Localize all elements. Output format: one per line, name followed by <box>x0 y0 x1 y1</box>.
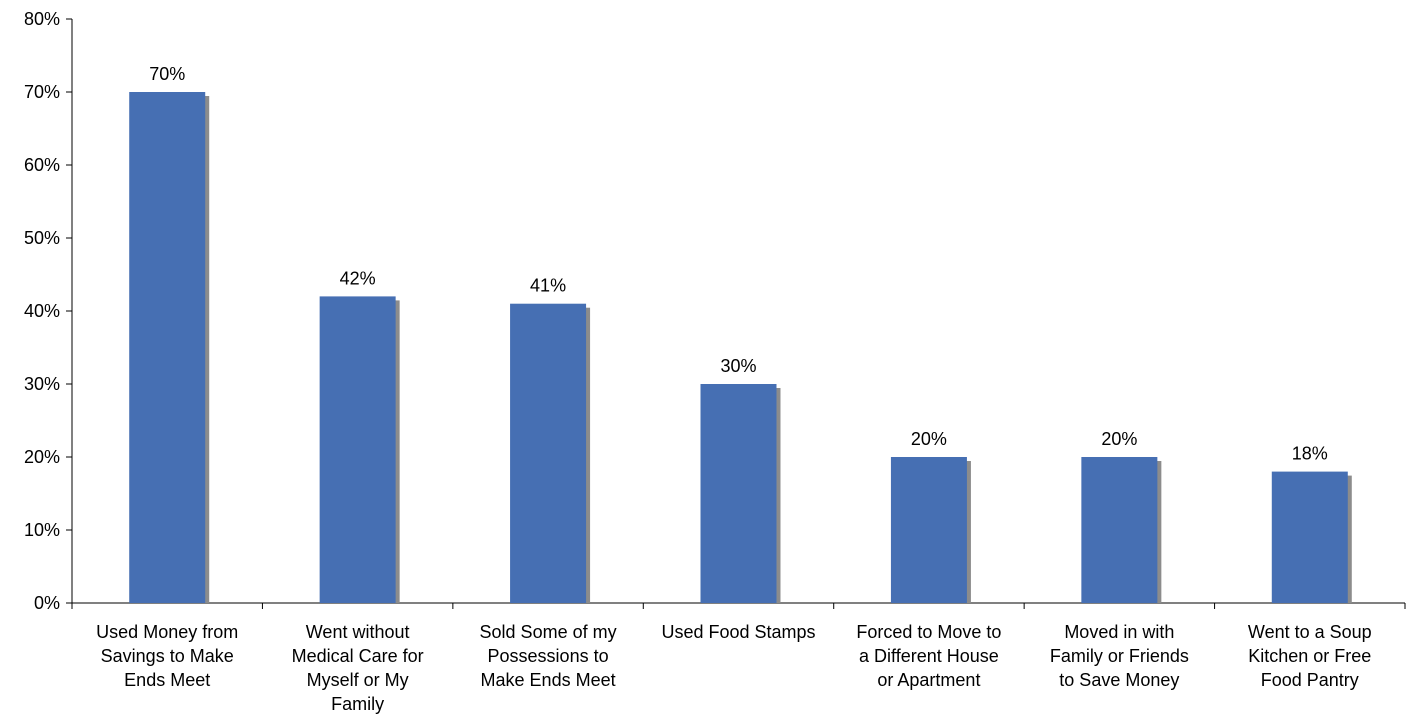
x-category-label: Sold Some of my Possessions to Make Ends… <box>479 622 617 690</box>
x-category-label: Went without Medical Care for Myself or … <box>291 622 424 714</box>
data-label: 70% <box>149 64 185 84</box>
y-tick-label: 30% <box>24 374 60 394</box>
y-tick-label: 70% <box>24 82 60 102</box>
bar <box>510 303 587 603</box>
bar <box>890 457 967 603</box>
y-axis: 0% 10% 20% 30% 40% 50% 60% 70% 80% <box>24 9 73 613</box>
bar <box>319 296 396 603</box>
bar <box>1081 457 1158 603</box>
y-tick-label: 0% <box>34 593 60 613</box>
x-axis <box>71 602 1406 609</box>
y-tick-label: 50% <box>24 228 60 248</box>
bar <box>700 384 777 603</box>
y-tick-label: 20% <box>24 447 60 467</box>
data-label: 41% <box>530 276 566 296</box>
data-label: 30% <box>720 356 756 376</box>
y-tick-label: 80% <box>24 9 60 29</box>
x-category-label: Went to a Soup Kitchen or Free Food Pant… <box>1247 622 1372 690</box>
y-tick-label: 40% <box>24 301 60 321</box>
x-category-label: Forced to Move to a Different House or A… <box>856 622 1002 690</box>
data-label: 20% <box>1101 429 1137 449</box>
x-category-label: Used Food Stamps <box>661 622 816 642</box>
data-label: 42% <box>340 268 376 288</box>
y-tick-label: 60% <box>24 155 60 175</box>
x-category-label: Used Money from Savings to Make Ends Mee… <box>96 622 239 690</box>
x-category-label: Moved in with Family or Friends to Save … <box>1049 622 1189 690</box>
bar <box>1271 471 1348 603</box>
bars <box>129 92 1352 603</box>
data-label: 20% <box>911 429 947 449</box>
data-labels: 70% 42% 41% 30% 20% 20% 18% <box>149 64 1328 464</box>
data-label: 18% <box>1292 444 1328 464</box>
y-tick-label: 10% <box>24 520 60 540</box>
bar <box>129 92 206 603</box>
